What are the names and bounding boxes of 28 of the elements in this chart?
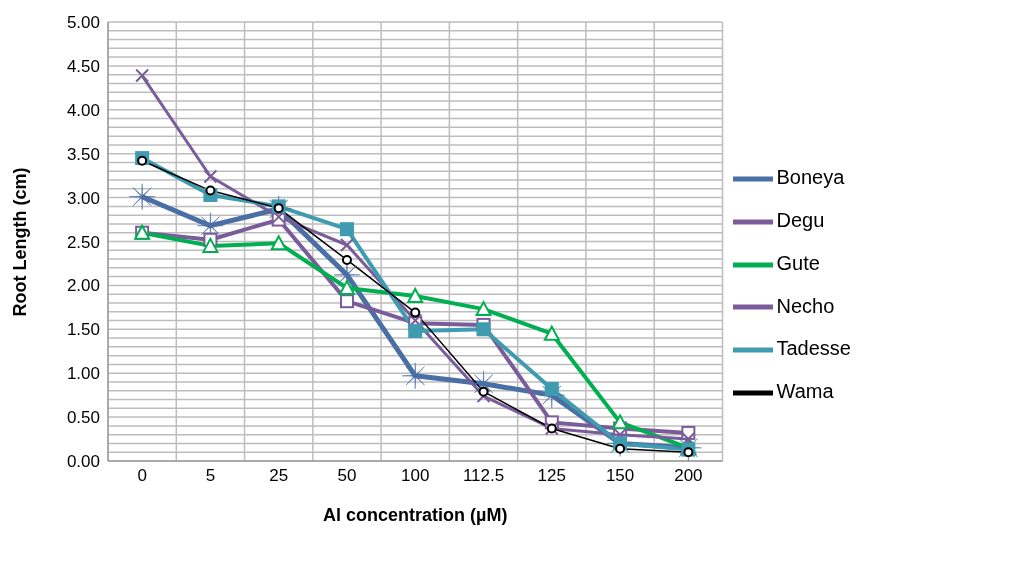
legend-label: Wama [776, 379, 834, 402]
x-tick-label: 0 [137, 466, 147, 486]
legend-label: Boneya [776, 166, 845, 189]
x-tick-label: 25 [269, 466, 289, 486]
y-tick-label: 1.00 [66, 364, 100, 384]
y-tick-label: 3.50 [66, 144, 100, 164]
x-tick-label: 5 [205, 466, 216, 486]
legend-label: Degu [776, 209, 825, 232]
y-tick-label: 4.00 [66, 100, 100, 120]
y-tick-label: 0.50 [66, 408, 100, 428]
x-tick-label: 200 [674, 466, 703, 486]
y-axis-title: Root Length (cm) [10, 167, 31, 317]
legend-label: Necho [776, 294, 835, 317]
y-tick-label: 2.00 [66, 276, 100, 296]
y-tick-label: 2.50 [66, 232, 100, 252]
y-tick-label: 1.50 [66, 320, 100, 340]
y-tick-label: 0.00 [66, 452, 100, 472]
x-tick-label: 150 [605, 466, 635, 486]
x-axis-title: Al concentration (µM) [323, 505, 508, 525]
x-tick-label: 112.5 [462, 466, 505, 486]
legend-label: Gute [776, 251, 820, 274]
legend-label: Tadesse [776, 337, 851, 360]
y-tick-label: 3.00 [66, 188, 100, 208]
x-tick-label: 125 [537, 466, 566, 486]
y-tick-label: 5.00 [66, 13, 100, 33]
y-tick-label: 4.50 [66, 56, 100, 76]
x-tick-label: 50 [337, 466, 357, 486]
x-tick-label: 100 [401, 466, 430, 486]
